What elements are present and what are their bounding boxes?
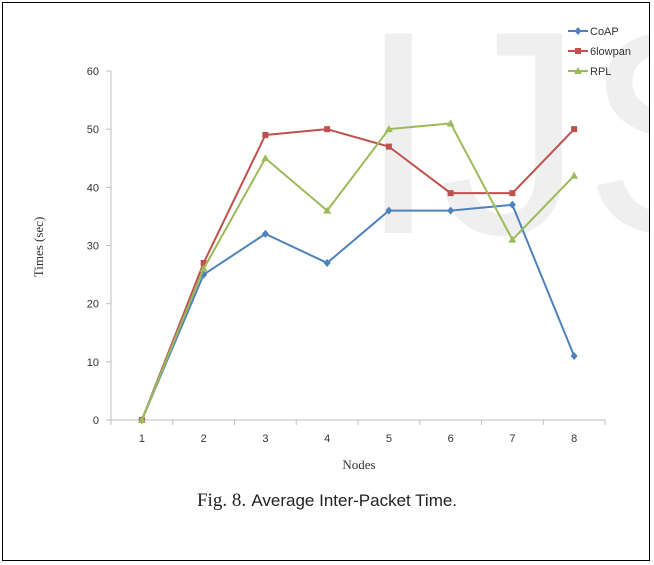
y-axis-label: Times (sec) [31,217,46,278]
data-point-rpl [570,171,579,179]
data-point-6lowpan [385,143,392,150]
x-tick-label: 7 [509,433,515,445]
series-line-rpl [140,122,575,421]
y-tick-label: 20 [87,299,99,311]
data-point-rpl [384,125,393,133]
data-point-rpl [508,235,517,243]
y-tick-label: 50 [87,124,99,136]
legend-marker-6lowpan [575,48,581,54]
x-tick-label: 2 [201,433,207,445]
data-point-coap [385,206,393,215]
data-point-rpl [199,264,208,272]
legend-marker-coap [574,27,582,35]
x-axis-label: Nodes [342,457,375,472]
y-tick-label: 40 [87,182,99,194]
data-point-rpl [137,416,146,423]
chart-series [137,119,579,424]
data-point-rpl [323,206,332,214]
y-tick-label: 60 [87,66,99,78]
data-point-rpl [446,119,455,127]
y-tick-label: 0 [93,415,99,427]
legend-label-rpl: RPL [590,66,611,78]
figure-caption: Fig. 8. Average Inter-Packet Time. [3,490,649,512]
data-point-coap [570,352,578,361]
y-tick-label: 10 [87,357,99,369]
line-chart: 0 10 20 30 40 50 60 1 2 3 4 5 6 7 8 CoAP 6lowpan RPL Tim… [31,26,631,472]
watermark-text: IJS [358,3,650,295]
chart-axes: 0 10 20 30 40 50 60 1 2 3 4 5 6 7 8 [87,66,606,445]
data-point-rpl [261,154,270,162]
data-point-6lowpan [200,259,207,266]
legend-marker-rpl [574,67,582,74]
y-tick-label: 30 [87,241,99,253]
x-tick-label: 4 [324,433,330,445]
data-point-6lowpan [324,126,331,133]
watermark: IJS [358,3,650,295]
data-point-coap [447,206,455,215]
data-point-coap [508,200,516,209]
legend-label-6lowpan: 6lowpan [590,46,631,58]
chart-legend: CoAP 6lowpan RPL [568,26,631,78]
x-tick-label: 1 [139,433,145,445]
x-tick-label: 5 [386,433,392,445]
data-point-6lowpan [447,190,454,197]
x-tick-label: 3 [262,433,268,445]
x-tick-label: 8 [571,433,577,445]
figure-number: Fig. 8. [196,490,247,511]
legend-label-coap: CoAP [590,26,619,38]
figure-title: Average Inter-Packet Time. [251,491,458,510]
series-line-coap [140,203,576,421]
data-point-6lowpan [509,190,516,197]
data-point-6lowpan [262,131,269,138]
x-tick-label: 6 [448,433,454,445]
data-point-coap [261,229,269,238]
series-line-6lowpan [140,128,575,421]
data-point-coap [323,258,331,267]
data-point-6lowpan [571,126,578,133]
